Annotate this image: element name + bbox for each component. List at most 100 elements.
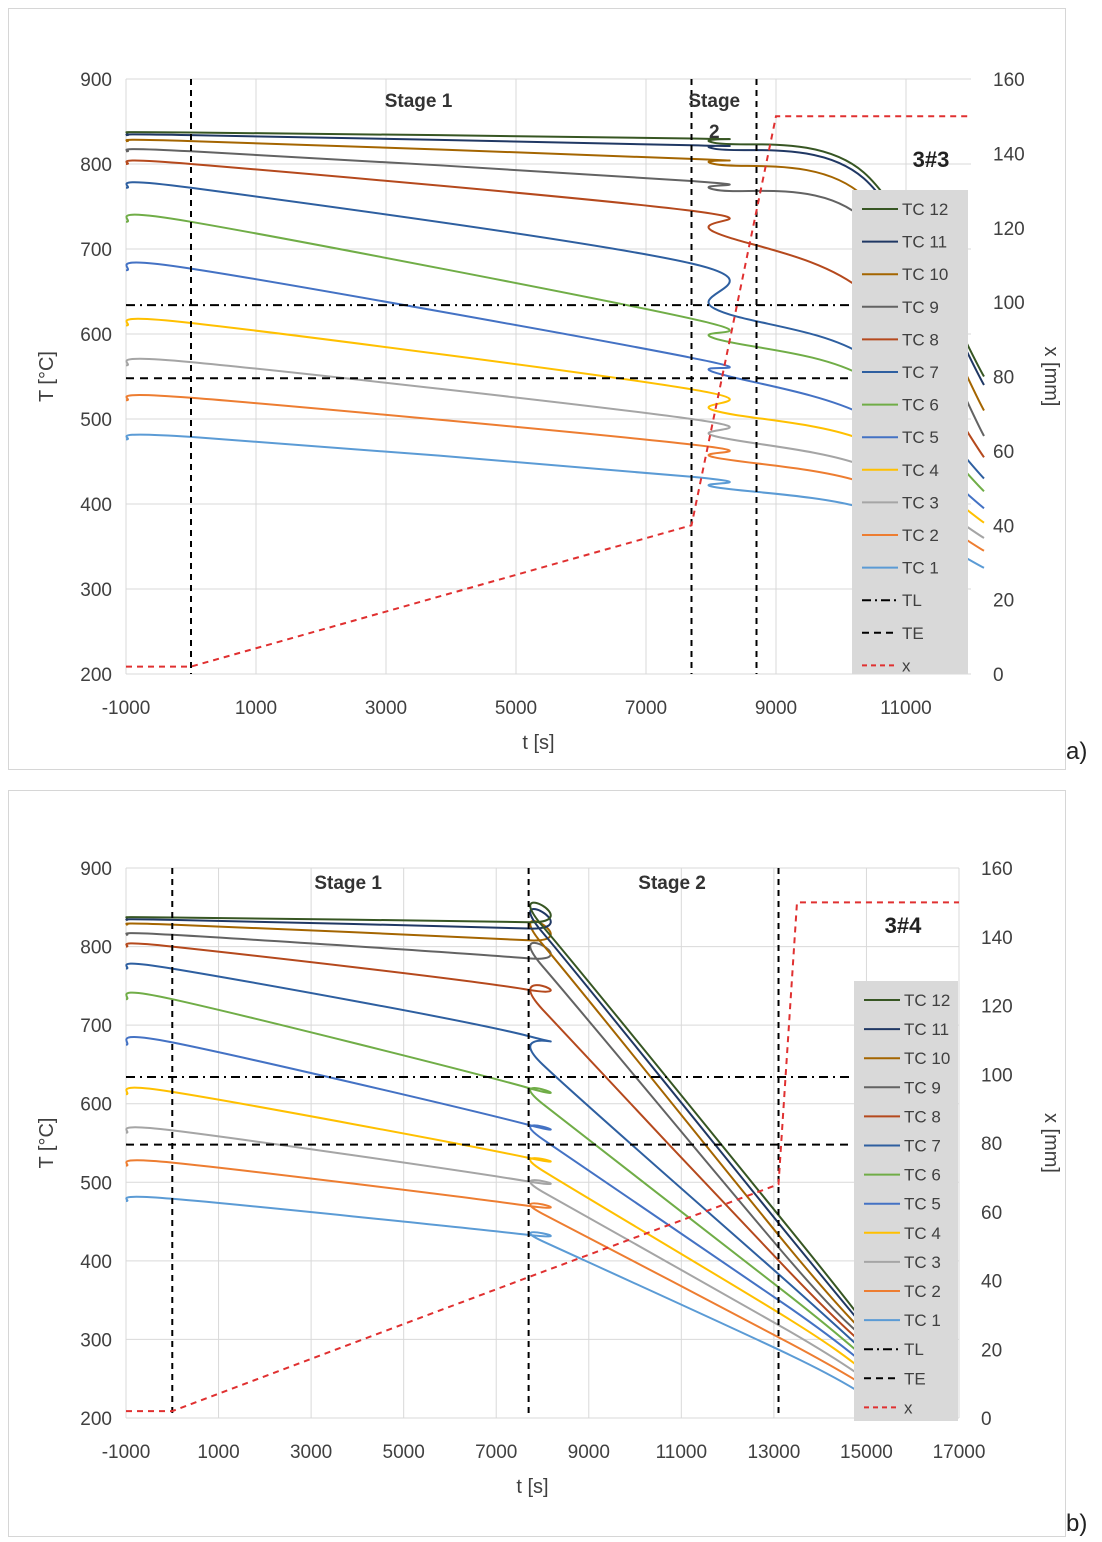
- y2-tick-label: 100: [981, 1065, 1013, 1086]
- x-tick-label: 7000: [625, 698, 667, 719]
- gridlines: [125, 867, 960, 1419]
- y-tick-label: 400: [80, 1252, 112, 1273]
- legend-label: TE: [904, 1369, 926, 1388]
- series-line-x: [126, 901, 959, 1413]
- series-line-tc-5: [125, 1036, 868, 1367]
- legend-label: TC 5: [902, 428, 939, 447]
- series-line-tc-2: [125, 1159, 867, 1388]
- y2-tick-label: 120: [993, 219, 1025, 240]
- legend-label: TC 8: [904, 1107, 941, 1126]
- legend-label: TC 11: [904, 1020, 949, 1039]
- stage-label: Stage 1: [385, 91, 453, 112]
- y-axis-title: T [°C]: [36, 1118, 58, 1169]
- x-tick-label: -1000: [102, 698, 151, 719]
- legend-label: TE: [902, 624, 924, 643]
- y-axis-title: T [°C]: [36, 351, 58, 402]
- legend-label: TC 2: [902, 526, 939, 545]
- y-tick-label: 300: [80, 1330, 112, 1351]
- y2-tick-label: 160: [981, 859, 1013, 880]
- series-line-tc-9: [125, 932, 868, 1342]
- x-tick-label: 1000: [197, 1442, 239, 1463]
- chart-tag: 3#3: [913, 147, 950, 172]
- y-tick-label: 400: [80, 495, 112, 516]
- x-axis-title: t [s]: [522, 732, 554, 754]
- x-tick-label: 3000: [365, 698, 407, 719]
- legend-label: TC 9: [902, 298, 939, 317]
- x-axis-title: t [s]: [516, 1476, 548, 1498]
- legend-label: TC 6: [904, 1166, 941, 1185]
- y-tick-label: 600: [80, 1095, 112, 1116]
- legend: TC 12 TC 11 TC 10 TC 9 TC 8 TC 7 TC 6 TC 5 TC 4 T…: [854, 981, 958, 1421]
- legend-label: TC 7: [904, 1137, 941, 1156]
- y2-tick-label: 60: [981, 1203, 1002, 1224]
- legend-label: TC 1: [902, 559, 939, 578]
- legend-label: TC 12: [902, 200, 948, 219]
- stage-label: Stage 2: [638, 873, 706, 894]
- legend-label: TC 11: [902, 233, 947, 252]
- chart-a-svg: 2003004005006007008009000204060801001201…: [36, 70, 1062, 754]
- y-tick-label: 300: [80, 580, 112, 601]
- legend-label: TC 2: [904, 1282, 941, 1301]
- chart-panel-b: 200 300 400 500 600 700 800 900 0 20 40 60 80 100 120 1…: [8, 790, 1066, 1537]
- stage-label: 2: [709, 122, 720, 143]
- y2-tick-label: 120: [981, 997, 1013, 1018]
- y2-tick-label: 100: [993, 293, 1025, 314]
- series-line-tc-7: [125, 962, 868, 1355]
- y-tick-label: 500: [80, 410, 112, 431]
- x-tick-label: -1000: [102, 1442, 151, 1463]
- legend-label: TC 4: [902, 461, 939, 480]
- series-line-tc-12: [125, 901, 868, 1326]
- legend-label: TC 5: [904, 1195, 941, 1214]
- x-tick-label: 1000: [235, 698, 277, 719]
- gridlines: [125, 78, 971, 675]
- y2-tick-label: 20: [981, 1340, 1002, 1361]
- stage-label: Stage 1: [314, 873, 382, 894]
- x-tick-label: 9000: [568, 1442, 610, 1463]
- chart-panel-a: 200 300 400 500 600 700 800 900 0 20 40 60 80 100 120 1…: [8, 8, 1066, 770]
- x-tick-label: 11000: [656, 1442, 707, 1463]
- y2-tick-label: 140: [981, 928, 1013, 949]
- y2-tick-label: 40: [993, 516, 1014, 537]
- y2-tick-label: 60: [993, 442, 1014, 463]
- x-tick-label: 15000: [840, 1442, 893, 1463]
- y-tick-label: 200: [80, 1409, 112, 1430]
- legend: TC 12 TC 11 TC 10 TC 9 TC 8 TC 7 TC 6 TC 5 TC 4 T…: [852, 190, 968, 675]
- x-tick-label: 7000: [475, 1442, 517, 1463]
- legend-label: TC 4: [904, 1224, 941, 1243]
- y-tick-label: 700: [80, 240, 112, 261]
- y2-tick-label: 40: [981, 1272, 1002, 1293]
- y2-axis-title: x [mm]: [1040, 1113, 1062, 1173]
- legend-label: TL: [904, 1340, 924, 1359]
- series-line-tc-3: [125, 1126, 867, 1381]
- y-tick-label: 500: [80, 1173, 112, 1194]
- stage-label: Stage: [688, 91, 740, 112]
- x-tick-label: 11000: [880, 698, 931, 719]
- legend-label: TC 3: [902, 493, 939, 512]
- y-tick-label: 800: [80, 155, 112, 176]
- y2-tick-label: 0: [993, 665, 1004, 686]
- y2-tick-label: 0: [981, 1409, 992, 1430]
- legend-label: TC 10: [902, 265, 948, 284]
- y-tick-label: 800: [80, 938, 112, 959]
- y2-tick-label: 140: [993, 144, 1025, 165]
- legend-label: TC 1: [904, 1311, 941, 1330]
- y2-tick-label: 80: [981, 1134, 1002, 1155]
- legend-label: TC 12: [904, 991, 950, 1010]
- chart-b-svg: 2003004005006007008009000204060801001201…: [36, 859, 1062, 1498]
- x-tick-label: 3000: [290, 1442, 332, 1463]
- y2-tick-label: 20: [993, 591, 1014, 612]
- chart-tag: 3#4: [885, 913, 922, 938]
- y-tick-label: 200: [80, 665, 112, 686]
- panel-label-a: a): [1066, 738, 1088, 765]
- legend-label: TC 7: [902, 363, 939, 382]
- x-tick-label: 17000: [933, 1442, 986, 1463]
- series-line-tc-6: [125, 991, 868, 1360]
- legend-label: TC 9: [904, 1078, 941, 1097]
- legend-background: [854, 981, 958, 1421]
- x-tick-label: 5000: [495, 698, 537, 719]
- y2-tick-label: 80: [993, 368, 1014, 389]
- legend-label: TC 3: [904, 1253, 941, 1272]
- series-line-x: [126, 115, 971, 668]
- y-tick-label: 600: [80, 325, 112, 346]
- y2-axis-title: x [mm]: [1040, 347, 1062, 407]
